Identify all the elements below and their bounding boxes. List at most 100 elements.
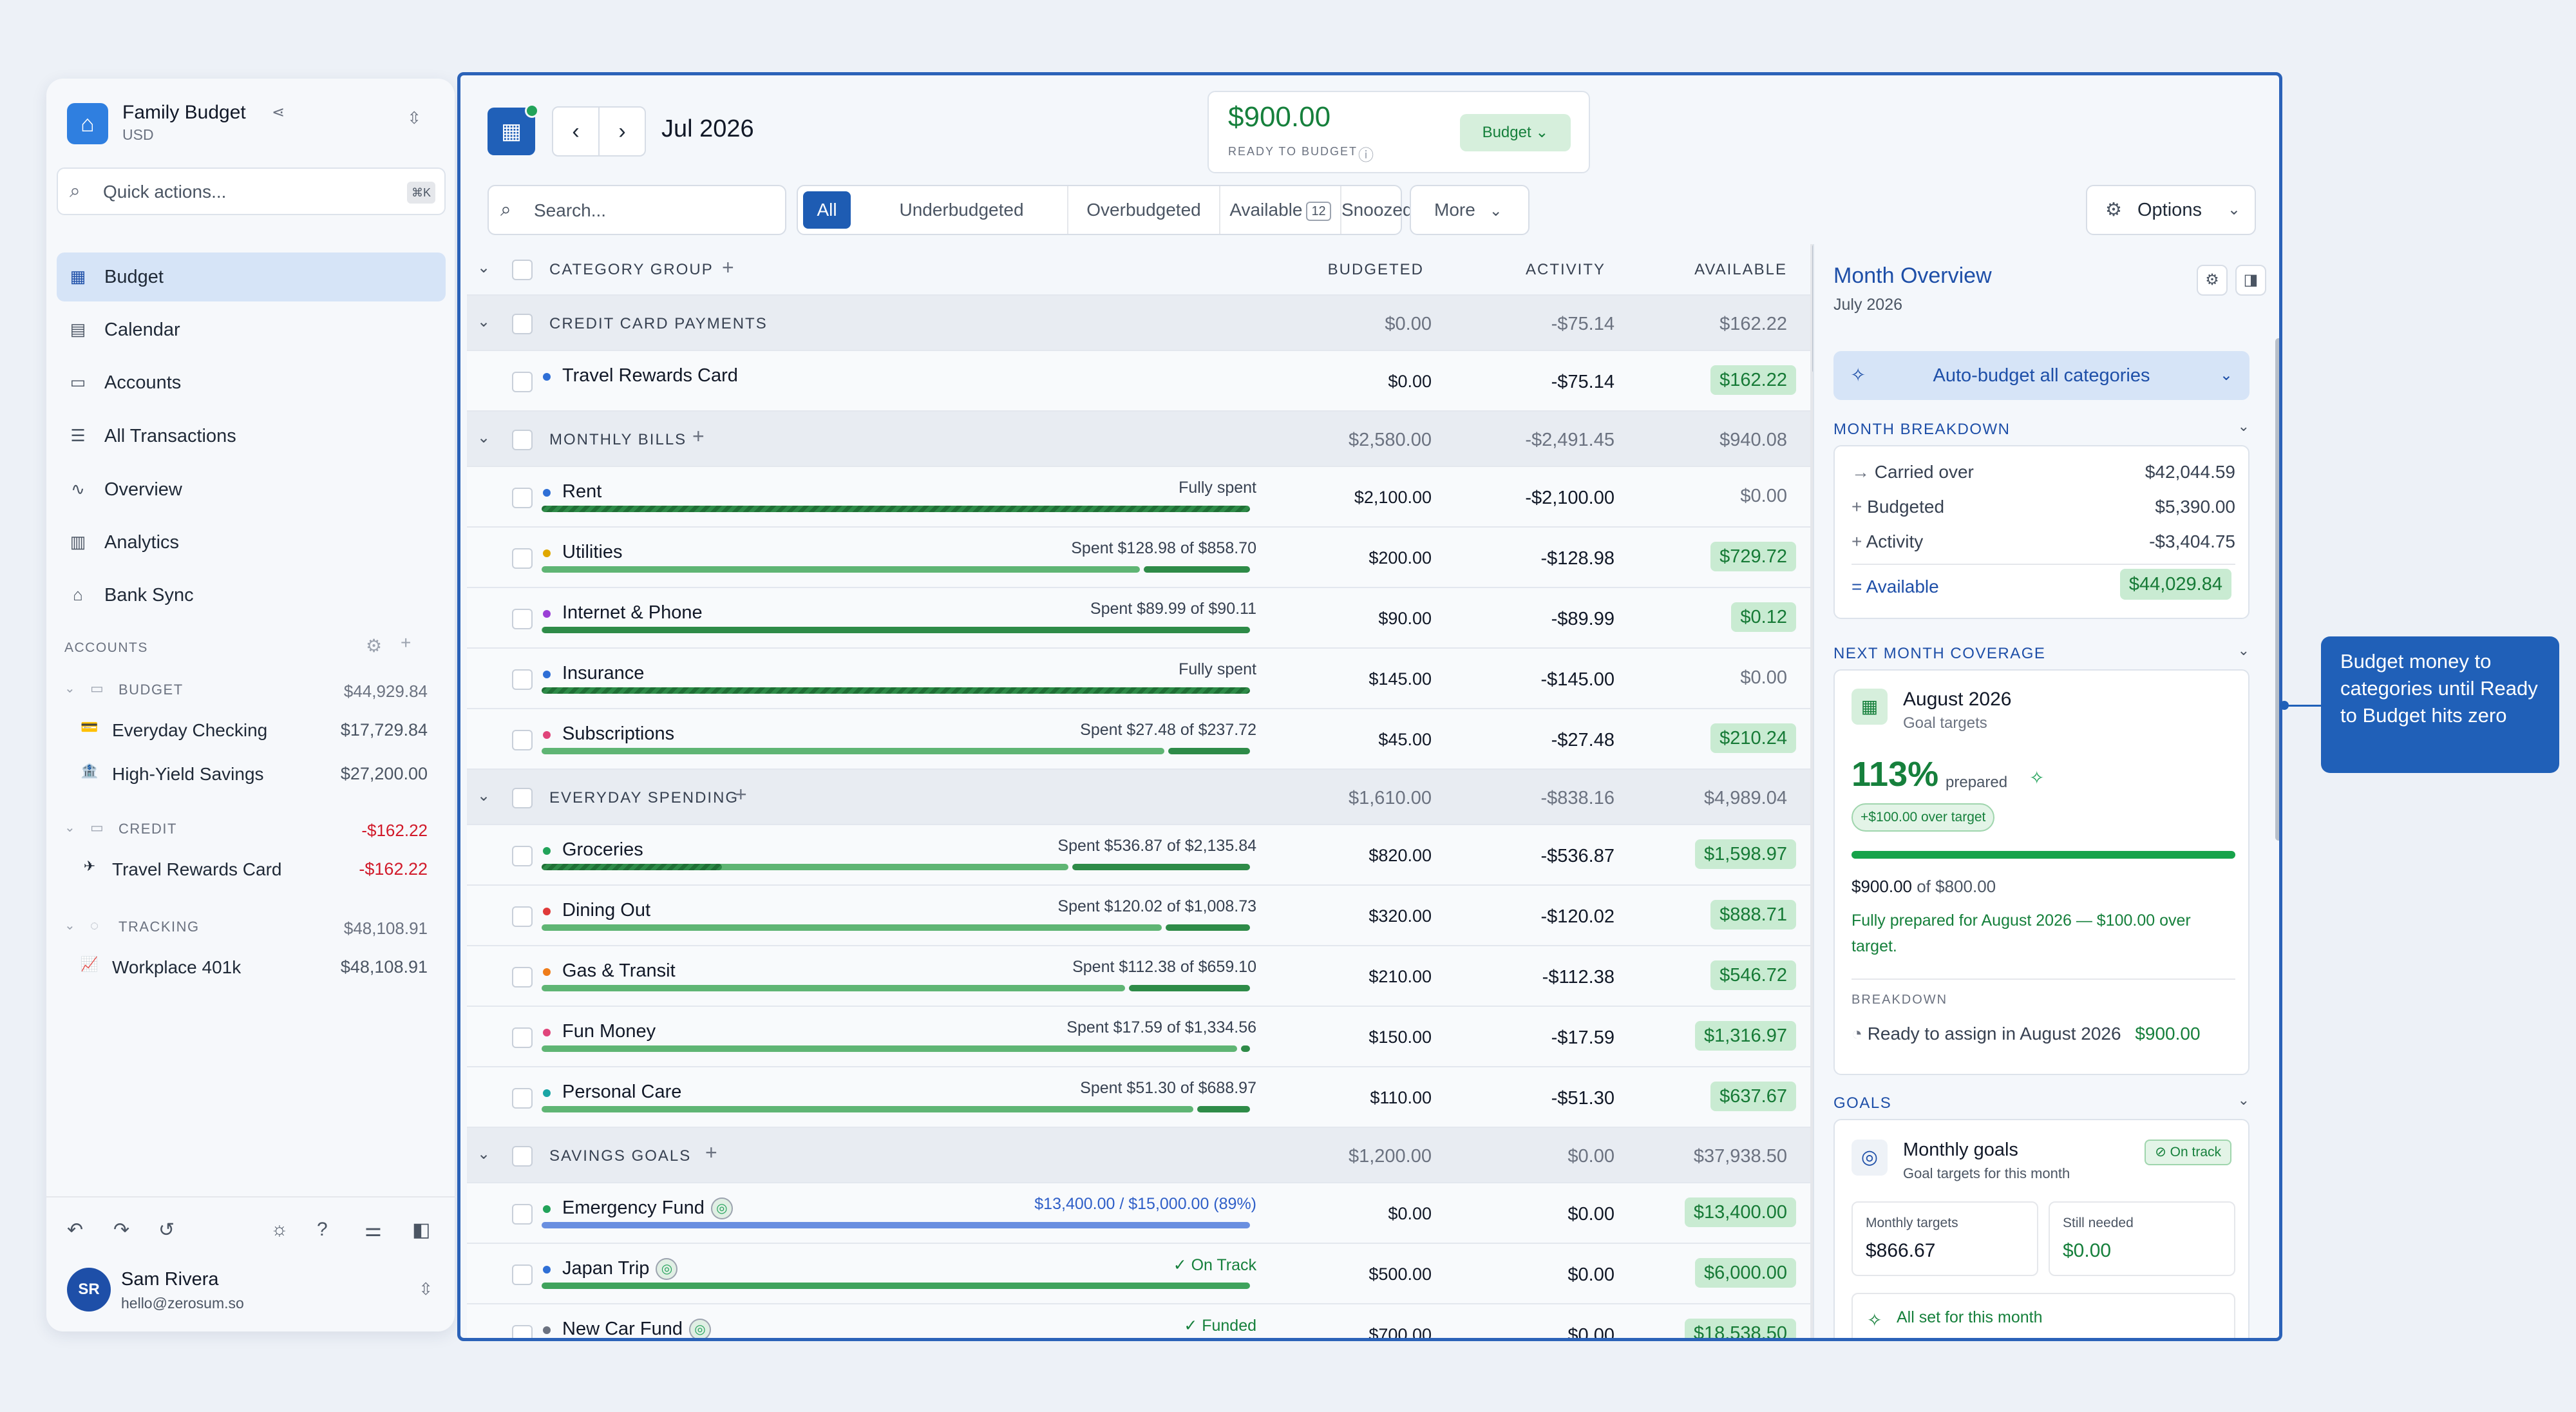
category-available[interactable]: $1,316.97 bbox=[1694, 1021, 1796, 1051]
category-checkbox[interactable] bbox=[512, 730, 533, 750]
add-account-icon[interactable]: + bbox=[401, 633, 412, 653]
category-row[interactable]: Subscriptions Spent $27.48 of $237.72 $45.… bbox=[467, 709, 1813, 770]
redo-icon[interactable]: ↷ bbox=[113, 1219, 130, 1241]
chevron-down-icon[interactable]: ⌄ bbox=[477, 429, 491, 446]
group-checkbox[interactable] bbox=[512, 314, 533, 334]
category-row[interactable]: Utilities Spent $128.98 of $858.70 $200.00… bbox=[467, 528, 1813, 588]
select-all-checkbox[interactable] bbox=[512, 260, 533, 280]
category-checkbox[interactable] bbox=[512, 1027, 533, 1048]
search-input[interactable]: ⌕ Search... bbox=[488, 185, 786, 235]
category-checkbox[interactable] bbox=[512, 609, 533, 629]
category-row[interactable]: Travel Rewards Card $0.00 -$75.14 $162.22 bbox=[467, 351, 1813, 412]
category-row[interactable]: Dining Out Spent $120.02 of $1,008.73 $320… bbox=[467, 886, 1813, 946]
category-budgeted[interactable]: $2,100.00 bbox=[1354, 488, 1432, 507]
budget-button[interactable]: Budget ⌄ bbox=[1460, 114, 1571, 151]
category-budgeted[interactable]: $200.00 bbox=[1368, 548, 1432, 568]
category-available[interactable]: $0.00 bbox=[1740, 486, 1787, 506]
category-budgeted[interactable]: $320.00 bbox=[1368, 906, 1432, 926]
sidebar-toggle-icon[interactable]: ◧ bbox=[412, 1219, 431, 1241]
chevron-down-icon[interactable]: ⌄ bbox=[477, 259, 491, 276]
category-activity[interactable]: -$2,100.00 bbox=[1525, 488, 1615, 508]
add-group-icon[interactable]: + bbox=[722, 256, 734, 279]
group-checkbox[interactable] bbox=[512, 430, 533, 450]
more-filters-button[interactable]: More ⌄ bbox=[1410, 185, 1530, 235]
filter-snoozed[interactable]: Snoozed bbox=[1341, 200, 1413, 220]
category-budgeted[interactable]: $700.00 bbox=[1368, 1325, 1432, 1339]
category-activity[interactable]: -$75.14 bbox=[1551, 372, 1615, 392]
category-row[interactable]: Japan Trip ◎ ✓ On Track $500.00 $0.00 $6,000.… bbox=[467, 1244, 1813, 1304]
account-everyday-checking[interactable]: 💳 Everyday Checking $17,729.84 bbox=[80, 712, 451, 749]
category-activity[interactable]: -$112.38 bbox=[1542, 967, 1615, 987]
category-budgeted[interactable]: $820.00 bbox=[1368, 846, 1432, 865]
filter-available[interactable]: Available 12 bbox=[1220, 186, 1341, 234]
category-budgeted[interactable]: $145.00 bbox=[1368, 669, 1432, 689]
category-activity[interactable]: -$89.99 bbox=[1551, 609, 1615, 629]
category-budgeted[interactable]: $0.00 bbox=[1388, 1204, 1432, 1223]
category-checkbox[interactable] bbox=[512, 669, 533, 690]
nav-analytics[interactable]: ▥ Analytics bbox=[57, 518, 446, 567]
category-available[interactable]: $18,538.50 bbox=[1684, 1319, 1796, 1338]
category-row[interactable]: Emergency Fund ◎ $13,400.00 / $15,000.00 (… bbox=[467, 1183, 1813, 1244]
account-high-yield-savings[interactable]: 🏦 High-Yield Savings $27,200.00 bbox=[80, 756, 451, 792]
category-activity[interactable]: $0.00 bbox=[1567, 1264, 1615, 1285]
category-activity[interactable]: $0.00 bbox=[1567, 1325, 1615, 1339]
category-available[interactable]: $1,598.97 bbox=[1694, 839, 1796, 869]
group-row[interactable]: ⌄ SAVINGS GOALS + $1,200.00 $0.00 $37,938.50 bbox=[467, 1128, 1813, 1183]
chevron-down-icon[interactable]: ⌄ bbox=[2237, 418, 2249, 434]
category-checkbox[interactable] bbox=[512, 548, 533, 569]
goal-target-icon[interactable]: ◎ bbox=[688, 1319, 711, 1338]
category-budgeted[interactable]: $90.00 bbox=[1378, 609, 1432, 628]
history-icon[interactable]: ↺ bbox=[158, 1219, 175, 1241]
undo-icon[interactable]: ↶ bbox=[67, 1219, 84, 1241]
workspace-switcher[interactable]: ⌂ Family Budget ⋖ USD ⇳ bbox=[67, 98, 428, 149]
category-available[interactable]: $729.72 bbox=[1710, 542, 1796, 571]
category-activity[interactable]: -$27.48 bbox=[1551, 730, 1615, 750]
coverage-header[interactable]: NEXT MONTH COVERAGE bbox=[1833, 645, 2046, 662]
category-checkbox[interactable] bbox=[512, 372, 533, 392]
nav-calendar[interactable]: ▤ Calendar bbox=[57, 305, 446, 354]
group-row[interactable]: ⌄ CREDIT CARD PAYMENTS $0.00 -$75.14 $162.22 bbox=[467, 296, 1813, 351]
goals-header[interactable]: GOALS bbox=[1833, 1094, 1892, 1112]
category-row[interactable]: Fun Money Spent $17.59 of $1,334.56 $150.0… bbox=[467, 1007, 1813, 1067]
category-activity[interactable]: -$120.02 bbox=[1540, 906, 1615, 927]
add-category-icon[interactable]: + bbox=[692, 425, 705, 448]
category-budgeted[interactable]: $0.00 bbox=[1388, 372, 1432, 391]
category-budgeted[interactable]: $210.00 bbox=[1368, 967, 1432, 986]
category-row[interactable]: Rent Fully spent $2,100.00 -$2,100.00 $0.00 bbox=[467, 467, 1813, 528]
nav-accounts[interactable]: ▭ Accounts bbox=[57, 358, 446, 407]
category-row[interactable]: Gas & Transit Spent $112.38 of $659.10 $21… bbox=[467, 946, 1813, 1007]
category-available[interactable]: $6,000.00 bbox=[1694, 1258, 1796, 1288]
category-checkbox[interactable] bbox=[512, 967, 533, 987]
category-available[interactable]: $546.72 bbox=[1710, 960, 1796, 990]
sun-icon[interactable]: ☼ bbox=[270, 1219, 289, 1240]
account-group-budget[interactable]: ⌄ ▭ BUDGET $44,929.84 bbox=[64, 675, 451, 707]
panel-toggle-icon[interactable]: ◨ bbox=[2235, 265, 2266, 296]
group-checkbox[interactable] bbox=[512, 1146, 533, 1167]
chevron-updown-icon[interactable]: ⇳ bbox=[407, 108, 421, 128]
category-activity[interactable]: -$536.87 bbox=[1540, 846, 1615, 866]
chevron-down-icon[interactable]: ⌄ bbox=[477, 313, 491, 330]
filter-underbudgeted[interactable]: Underbudgeted bbox=[856, 186, 1068, 234]
chevron-down-icon[interactable]: ⌄ bbox=[477, 1145, 491, 1163]
category-checkbox[interactable] bbox=[512, 846, 533, 866]
gear-icon[interactable]: ⚙ bbox=[366, 636, 383, 656]
chevron-down-icon[interactable]: ⌄ bbox=[2237, 642, 2249, 658]
add-category-icon[interactable]: + bbox=[705, 1141, 717, 1164]
category-available[interactable]: $888.71 bbox=[1710, 900, 1796, 930]
category-activity[interactable]: -$17.59 bbox=[1551, 1027, 1615, 1048]
settings-icon[interactable]: ⚙ bbox=[2197, 265, 2228, 296]
category-activity[interactable]: -$145.00 bbox=[1540, 669, 1615, 690]
group-row[interactable]: ⌄ EVERYDAY SPENDING + $1,610.00 -$838.16 $4,9… bbox=[467, 770, 1813, 825]
breakdown-header[interactable]: MONTH BREAKDOWN bbox=[1833, 421, 2011, 438]
category-row[interactable]: Insurance Fully spent $145.00 -$145.00 $0.00 bbox=[467, 649, 1813, 709]
category-budgeted[interactable]: $500.00 bbox=[1368, 1264, 1432, 1284]
quick-actions-input[interactable]: ⌕ Quick actions... ⌘K bbox=[57, 167, 446, 215]
category-row[interactable]: Internet & Phone Spent $89.99 of $90.11 $9… bbox=[467, 588, 1813, 649]
category-available[interactable]: $13,400.00 bbox=[1684, 1197, 1796, 1227]
category-row[interactable]: Groceries Spent $536.87 of $2,135.84 $820.… bbox=[467, 825, 1813, 886]
category-checkbox[interactable] bbox=[512, 1088, 533, 1109]
category-checkbox[interactable] bbox=[512, 488, 533, 508]
share-icon[interactable]: ⋖ bbox=[272, 104, 285, 121]
category-budgeted[interactable]: $110.00 bbox=[1370, 1088, 1432, 1107]
category-available[interactable]: $162.22 bbox=[1710, 365, 1796, 395]
